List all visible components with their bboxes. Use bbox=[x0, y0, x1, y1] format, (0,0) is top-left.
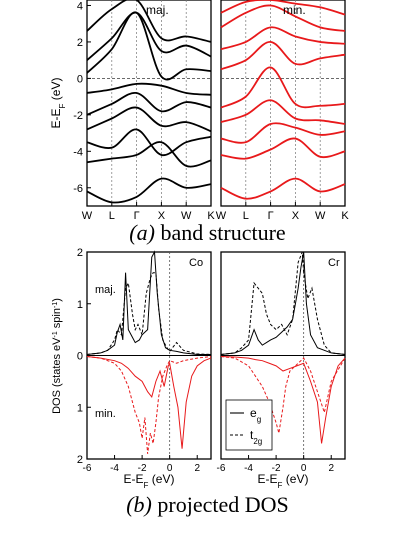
band-y-axis-label: E-EF (eV) bbox=[49, 78, 67, 129]
legend-box bbox=[225, 399, 273, 451]
dos-x-tick-label: -6 bbox=[217, 463, 226, 474]
dos-y-tick-label: 2 bbox=[77, 247, 83, 259]
band-line bbox=[220, 26, 346, 51]
dos-co-x-axis-label: E-EF (eV) bbox=[124, 472, 175, 490]
band-line bbox=[86, 11, 212, 61]
dos-maj-tag: maj. bbox=[95, 284, 116, 296]
dos-y-ticks: 0 1 2 1 2 bbox=[77, 247, 91, 466]
legend-t2g-label: t2g bbox=[250, 428, 262, 446]
dos-min-tag: min. bbox=[95, 408, 116, 420]
band-line bbox=[220, 4, 346, 32]
band-line bbox=[220, 41, 346, 71]
dos-curve-t2g-maj bbox=[86, 272, 212, 355]
dos-x-tick-label: 0 bbox=[167, 463, 173, 474]
kpoint-label: W bbox=[82, 210, 93, 222]
band-right-frame bbox=[220, 0, 346, 207]
band-left-frame bbox=[86, 0, 212, 207]
dos-x-ticks: -6 -4 -2 0 2 -6 -4 -2 0 2 bbox=[83, 455, 334, 474]
kpoint-label: X bbox=[292, 210, 300, 222]
dos-cr-x-axis-label: E-EF (eV) bbox=[258, 472, 309, 490]
kpoint-label: W bbox=[181, 210, 192, 222]
kpoint-label: Γ bbox=[134, 210, 140, 222]
band-y-tick-label: 0 bbox=[77, 73, 83, 85]
band-y-tick-label: -4 bbox=[73, 146, 83, 158]
band-y-tick-label: -2 bbox=[73, 110, 83, 122]
dos-curve-eg-maj bbox=[220, 251, 346, 355]
dos-x-tick-label: -4 bbox=[110, 463, 119, 474]
band-y-tick-label: -6 bbox=[73, 183, 83, 195]
band-y-tick-label: 2 bbox=[77, 37, 83, 49]
band-right-guides bbox=[221, 0, 345, 206]
caption-band-structure: (a) band structure bbox=[0, 220, 415, 246]
kpoint-label: K bbox=[207, 210, 215, 222]
kpoint-label: L bbox=[109, 210, 115, 222]
dos-x-tick-label: 0 bbox=[301, 463, 307, 474]
dos-curve-eg-min bbox=[86, 356, 212, 449]
band-line bbox=[86, 11, 212, 81]
kpoint-label: L bbox=[243, 210, 249, 222]
minority-tag: min. bbox=[283, 3, 306, 17]
dos-y-axis-label: DOS (states eV-1 spin-1) bbox=[51, 298, 63, 414]
dos-y-tick-label: 1 bbox=[77, 402, 83, 414]
dos-legend: eg t2g bbox=[225, 399, 273, 451]
caption-b-label: (b) bbox=[126, 492, 152, 517]
band-line bbox=[86, 128, 212, 157]
band-line bbox=[86, 92, 212, 116]
kpoint-label: Γ bbox=[268, 210, 274, 222]
dos-co-lines bbox=[86, 250, 212, 454]
dos-guides bbox=[87, 252, 345, 459]
band-line bbox=[220, 66, 346, 109]
dos-curve-t2g-min bbox=[86, 356, 212, 454]
caption-projected-dos: (b) projected DOS bbox=[0, 492, 415, 518]
band-line bbox=[220, 0, 346, 16]
dos-x-tick-label: 2 bbox=[328, 463, 334, 474]
caption-a-text: band structure bbox=[160, 220, 286, 245]
dos-x-tick-label: 2 bbox=[194, 463, 200, 474]
kpoint-label: K bbox=[341, 210, 349, 222]
majority-tag: maj. bbox=[146, 3, 169, 17]
band-line bbox=[220, 177, 346, 200]
caption-a-label: (a) bbox=[129, 220, 155, 245]
minority-band-lines bbox=[220, 0, 346, 200]
band-line bbox=[220, 137, 346, 160]
majority-band-lines bbox=[86, 0, 212, 204]
dos-x-tick-label: -6 bbox=[83, 463, 92, 474]
kpoint-label: W bbox=[315, 210, 326, 222]
band-left-guides bbox=[87, 0, 211, 206]
dos-y-tick-label: 2 bbox=[77, 454, 83, 466]
dos-y-tick-label: 0 bbox=[77, 351, 83, 363]
band-line bbox=[86, 177, 212, 204]
band-y-ticks: -6 -4 -2 0 2 4 bbox=[73, 0, 91, 195]
dos-y-tick-label: 1 bbox=[77, 299, 83, 311]
dos-x-tick-label: -4 bbox=[244, 463, 253, 474]
dos-cr-title: Cr bbox=[328, 257, 340, 269]
legend-eg-label: eg bbox=[250, 406, 261, 424]
dos-cr-lines bbox=[220, 251, 346, 444]
caption-b-text: projected DOS bbox=[157, 492, 289, 517]
kpoint-label: X bbox=[158, 210, 166, 222]
dos-curve-t2g-min bbox=[220, 356, 346, 434]
band-line bbox=[86, 106, 212, 133]
band-line bbox=[220, 122, 346, 144]
dos-x-tick-label: -2 bbox=[272, 463, 281, 474]
dos-co-title: Co bbox=[189, 257, 203, 269]
kpoint-label: W bbox=[216, 210, 227, 222]
band-line bbox=[86, 82, 212, 96]
dos-curve-t2g-maj bbox=[220, 251, 346, 355]
dos-x-tick-label: -2 bbox=[138, 463, 147, 474]
band-line bbox=[86, 0, 212, 43]
band-line bbox=[220, 99, 346, 125]
band-line bbox=[86, 141, 212, 168]
band-y-tick-label: 4 bbox=[77, 0, 83, 12]
